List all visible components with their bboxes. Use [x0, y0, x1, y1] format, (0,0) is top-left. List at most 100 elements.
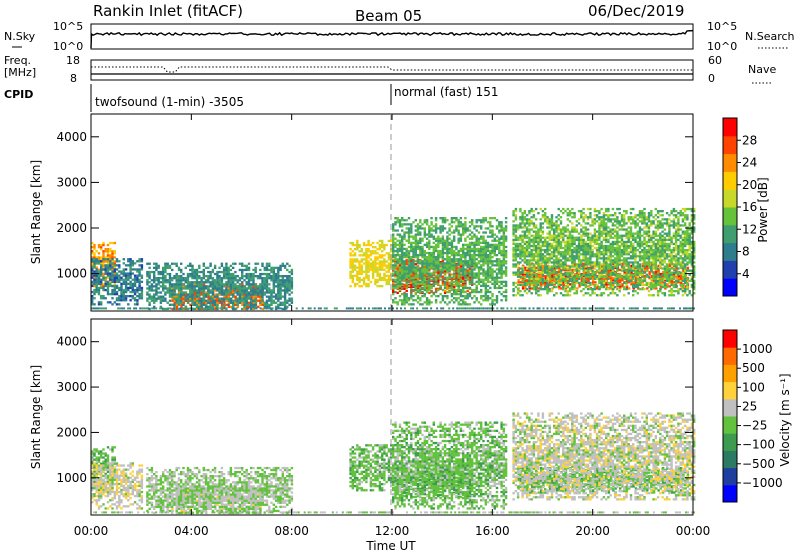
echo-pixel [434, 256, 438, 259]
echo-pixel [218, 270, 221, 274]
echo-pixel [489, 225, 492, 228]
echo-pixel [243, 297, 246, 300]
echo-pixel [482, 231, 485, 234]
echo-pixel [405, 249, 408, 253]
echo-pixel [104, 260, 107, 263]
echo-pixel [211, 297, 215, 300]
echo-pixel [519, 222, 522, 225]
echo-pixel [421, 270, 424, 273]
echo-pixel [528, 230, 531, 233]
echo-pixel [428, 225, 431, 228]
echo-pixel [539, 257, 542, 260]
echo-pixel [462, 290, 465, 294]
echo-pixel [220, 285, 224, 288]
echo-pixel [457, 254, 460, 257]
freq-tick-top: 18 [66, 54, 80, 67]
echo-pixel [537, 259, 540, 262]
echo-pixel [392, 281, 395, 284]
echo-pixel [259, 283, 262, 286]
echo-pixel [519, 294, 522, 297]
echo-pixel [392, 286, 395, 290]
echo-pixel [443, 284, 447, 288]
echo-pixel [437, 262, 440, 265]
echo-pixel [462, 245, 465, 249]
echo-pixel [516, 290, 520, 293]
echo-pixel [225, 297, 228, 300]
echo-pixel [439, 293, 442, 296]
echo-pixel [405, 261, 408, 264]
echo-pixel [434, 217, 438, 220]
echo-pixel [539, 228, 542, 231]
echo-pixel [140, 286, 144, 290]
echo-pixel [222, 303, 226, 306]
echo-pixel [207, 301, 210, 304]
echo-pixel [111, 303, 114, 306]
echo-pixel [416, 243, 420, 246]
echo-pixel [186, 307, 190, 311]
echo-pixel [541, 253, 545, 256]
echo-pixel [100, 274, 103, 277]
echo-pixel [95, 250, 98, 253]
echo-pixel [457, 279, 460, 282]
echo-pixel [450, 295, 454, 298]
echo-pixel [537, 294, 540, 297]
echo-pixel [646, 266, 649, 269]
echo-pixel [559, 283, 563, 287]
echo-pixel [430, 235, 433, 238]
echo-pixel [403, 264, 406, 267]
echo-pixel [553, 261, 556, 264]
echo-pixel [104, 282, 107, 285]
echo-pixel [138, 297, 141, 300]
echo-pixel [387, 239, 391, 243]
echo-pixel [106, 280, 110, 283]
echo-pixel [480, 284, 483, 288]
echo-pixel [521, 287, 525, 290]
echo-pixel [557, 261, 560, 264]
echo-pixel [448, 258, 451, 261]
echo-pixel [664, 287, 667, 290]
echo-pixel [351, 274, 354, 277]
echo-pixel [277, 291, 280, 294]
echo-pixel [286, 285, 289, 288]
echo-pixel [254, 303, 257, 306]
echo-pixel [523, 212, 527, 215]
echo-pixel [407, 217, 411, 220]
echo-pixel [524, 275, 527, 278]
echo-pixel [111, 264, 114, 267]
echo-pixel [133, 290, 137, 294]
echo-pixel [140, 290, 144, 294]
echo-pixel [113, 270, 116, 273]
echo-pixel [541, 214, 545, 217]
echo-pixel [544, 207, 547, 211]
echo-pixel [394, 301, 397, 304]
echo-pixel [559, 292, 563, 295]
echo-pixel [371, 241, 375, 245]
echo-pixel [410, 270, 413, 273]
echo-pixel [412, 251, 415, 255]
echo-pixel [441, 237, 445, 240]
echo-pixel [263, 281, 266, 284]
echo-pixel [259, 301, 262, 304]
echo-pixel [270, 268, 273, 272]
echo-pixel [91, 290, 94, 294]
echo-pixel [113, 250, 116, 253]
echo-pixel [243, 307, 246, 311]
echo-pixel [473, 274, 476, 277]
echo-pixel [560, 277, 563, 280]
echo-pixel [155, 299, 158, 302]
echo-pixel [434, 295, 438, 298]
echo-pixel [434, 247, 438, 251]
echo-pixel [175, 305, 179, 308]
echo-pixel [229, 264, 233, 267]
echo-pixel [477, 241, 481, 244]
echo-pixel [459, 258, 463, 261]
echo-pixel [448, 241, 451, 244]
echo-pixel [367, 268, 370, 271]
echo-pixel [173, 295, 176, 298]
echo-pixel [222, 283, 226, 286]
echo-pixel [279, 266, 282, 269]
echo-pixel [482, 221, 485, 224]
echo-pixel [514, 251, 518, 254]
echo-pixel [371, 262, 375, 265]
echo-pixel [446, 247, 449, 251]
